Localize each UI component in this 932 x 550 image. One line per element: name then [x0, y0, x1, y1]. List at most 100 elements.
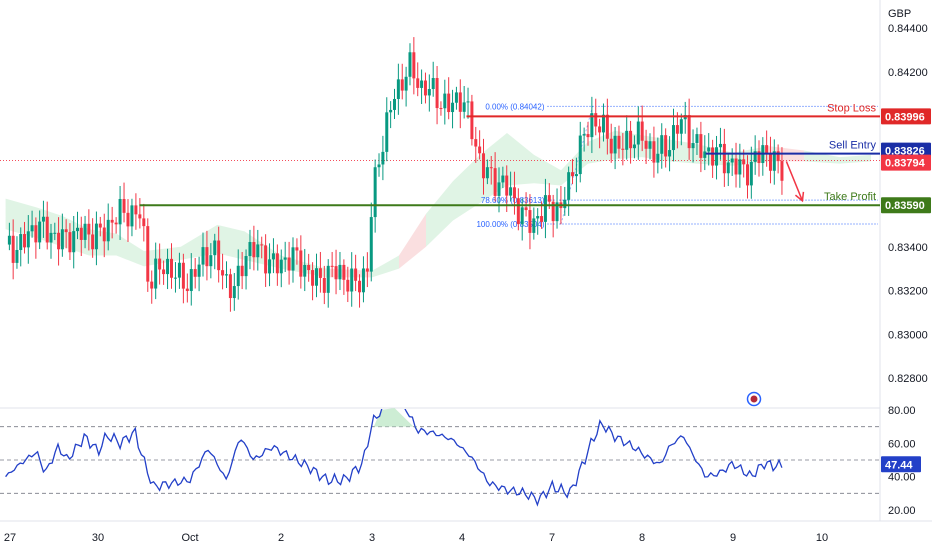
candle-body — [79, 227, 83, 240]
candle-body — [49, 232, 53, 243]
candle-body — [412, 52, 416, 79]
candle-body — [501, 175, 505, 183]
candle-body — [57, 232, 61, 250]
candle-body — [420, 80, 424, 88]
fibonacci-level-label: 100.00% (0.83504) — [476, 220, 544, 229]
candle-body — [361, 268, 365, 293]
candle-body — [130, 205, 134, 227]
candle-body — [311, 270, 315, 286]
candle-body — [318, 268, 322, 278]
candle-body — [307, 264, 311, 271]
candle-body — [30, 225, 34, 232]
candle-body — [252, 242, 256, 258]
candle-body — [408, 52, 412, 77]
candle-body — [423, 80, 427, 96]
candle-body — [205, 247, 209, 267]
candle-body — [590, 113, 594, 138]
rsi-pane: 20.00 40.00 60.00 80.00 47.44 — [0, 405, 921, 517]
candle-body — [772, 151, 776, 171]
candle-body — [228, 274, 232, 299]
candle-body — [734, 158, 738, 175]
candle-body — [248, 242, 252, 257]
candle-body — [400, 79, 404, 91]
candle-body — [640, 121, 644, 141]
time-axis-tick-label: 9 — [730, 532, 736, 544]
candle-body — [330, 265, 334, 267]
rsi-current-tag: 47.44 — [881, 456, 921, 473]
candle-body — [7, 235, 11, 245]
candle-body — [41, 216, 45, 222]
candle-body — [295, 247, 299, 251]
candle-body — [232, 286, 236, 299]
candle-body — [516, 198, 520, 225]
candle-body — [299, 250, 303, 277]
candle-body — [106, 219, 110, 242]
candle-body — [177, 262, 181, 278]
candle-body — [158, 258, 162, 270]
candle-body — [660, 135, 664, 154]
time-axis-tick-label: 27 — [4, 532, 16, 544]
candle-body — [512, 187, 516, 199]
price-axis-tick-label: 0.83200 — [888, 286, 928, 298]
candle-body — [718, 143, 722, 148]
rsi-line — [5, 409, 783, 507]
candle-body — [625, 130, 629, 150]
candle-body — [72, 231, 76, 253]
candle-body — [644, 140, 648, 149]
candle-body — [749, 161, 753, 186]
candle-body — [629, 130, 633, 149]
candle-body — [443, 93, 447, 109]
price-tag-stop-loss: 0.83996 — [881, 108, 931, 125]
candle-body — [150, 281, 154, 289]
candle-body — [385, 112, 389, 152]
candle-body — [636, 121, 640, 145]
cloud-bearish — [326, 268, 372, 278]
candle-body — [671, 125, 675, 151]
price-axis-tick-label: 0.83000 — [888, 329, 928, 341]
candle-body — [439, 108, 443, 110]
candle-body — [632, 144, 636, 149]
candle-body — [431, 78, 435, 90]
candle-body — [699, 134, 703, 158]
candle-body — [478, 146, 482, 154]
rsi-current-tag-bg — [881, 456, 921, 473]
candle-body — [451, 102, 455, 113]
candle-body — [268, 259, 272, 274]
candle-body — [730, 158, 734, 163]
candle-body — [275, 253, 279, 274]
currency-label: GBP — [888, 8, 911, 20]
candle-body — [146, 226, 150, 282]
candle-body — [404, 76, 408, 91]
cloud-bullish — [372, 255, 399, 278]
candle-body — [110, 219, 114, 223]
candle-body — [224, 274, 228, 276]
target-arrow-shaft — [785, 161, 804, 202]
candle-body — [594, 113, 598, 127]
candle-body — [528, 210, 532, 233]
candle-body — [458, 92, 462, 112]
candle-body — [742, 159, 746, 165]
candle-body — [489, 167, 493, 169]
candle-body — [166, 258, 170, 275]
time-axis-tick-label: 10 — [816, 532, 828, 544]
candle-body — [586, 134, 590, 138]
candle-body — [303, 264, 307, 277]
candle-body — [94, 223, 98, 250]
price-tag-last-text: 0.83794 — [885, 158, 926, 170]
candle-body — [509, 187, 513, 196]
price-tag-last-bg — [881, 154, 931, 171]
indicator-badge[interactable] — [746, 391, 762, 407]
candle-body — [543, 195, 547, 222]
candle-body — [474, 139, 478, 147]
candle-body — [244, 256, 248, 277]
rsi-current-tag-text: 47.44 — [885, 459, 913, 471]
rsi-axis-tick-label: 40.00 — [888, 472, 916, 484]
candle-body — [668, 150, 672, 157]
candle-body — [126, 212, 130, 227]
candle-body — [664, 135, 668, 157]
candle-body — [118, 198, 122, 225]
candle-body — [240, 265, 244, 277]
candle-body — [322, 277, 326, 293]
candle-body — [377, 164, 381, 168]
candle-body — [578, 135, 582, 175]
